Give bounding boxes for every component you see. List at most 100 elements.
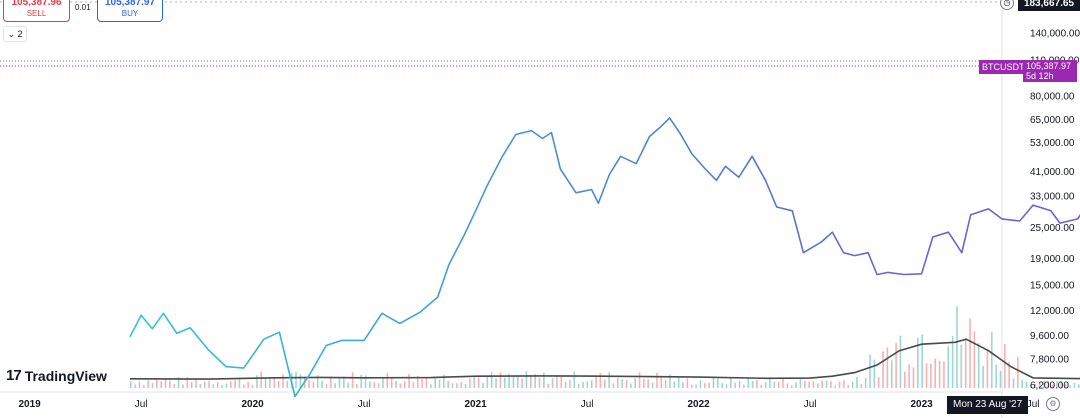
volume-bar [316,375,319,388]
top-axis-value: 183,667.65 [1017,0,1080,11]
last-price-label: 105,387.97 5d 12h [1023,60,1077,82]
volume-bar [521,378,523,388]
gear-icon[interactable]: ⚙ [1046,397,1060,411]
volume-bar [660,377,663,388]
volume-bar [447,380,450,388]
volume-bar [747,378,750,388]
volume-bar [582,381,584,388]
volume-bar [586,381,589,388]
spread-value: 0.01 [75,3,91,12]
price-tick-label: 140,000.00 [1030,29,1080,40]
volume-bar [395,380,397,388]
volume-bar [208,380,210,388]
volume-bar [143,384,145,388]
volume-bar [921,334,923,388]
volume-ma-line [129,338,1080,380]
volume-bar [973,331,976,388]
volume-bar [229,381,232,388]
volume-bar [569,380,571,388]
volume-bar [838,381,841,388]
volume-bar [295,371,297,388]
volume-bar [351,372,354,388]
volume-bar [621,378,623,388]
volume-bar [486,375,489,388]
crosshair-date-label: Mon 23 Aug '27 [947,396,1029,414]
volume-bar [260,371,263,388]
volume-bar [238,378,241,388]
logo-text: TradingView [24,367,107,384]
volume-bar [830,381,832,388]
volume-bar [269,378,271,388]
volume-bar [1056,380,1058,388]
volume-bar [577,383,580,388]
time-tick-label: Jul [581,399,594,410]
volume-bar [1034,383,1037,388]
volume-bar [530,375,532,388]
price-series-line[interactable] [129,63,1080,398]
volume-bar [938,360,941,388]
volume-bar [1038,381,1041,388]
volume-bar [821,380,823,388]
volume-bar [977,343,980,388]
volume-bar [995,364,997,388]
volume-bar [490,372,493,388]
volume-bar [382,377,384,388]
volume-bar [990,332,993,388]
volume-bar [195,379,197,388]
tradingview-logo[interactable]: 17 TradingView [6,367,107,384]
volume-bar [599,373,602,388]
volume-bar [951,336,954,388]
volume-bar [647,379,650,388]
price-tick-label: 19,000.00 [1030,254,1075,265]
volume-bar [321,380,323,388]
price-axis: 140,000.00110,000.0080,000.0065,000.0053… [1030,29,1080,392]
clock-icon[interactable]: ◷ [999,0,1014,10]
volume-bar [943,361,945,388]
volume-bar [547,383,550,388]
volume-bar [369,381,371,388]
volume-bar [786,383,789,388]
price-tick-label: 65,000.00 [1030,115,1075,126]
volume-bar [790,385,793,388]
volume-bar [873,359,876,388]
buy-button[interactable]: 105,387.97 BUY [97,0,163,22]
sell-button[interactable]: 105,387.96 SELL [3,0,70,22]
volume-bar [364,375,367,388]
volume-bar [373,382,376,388]
volume-bar [738,380,741,388]
volume-bar [847,384,850,388]
volume-bar [151,383,154,388]
volume-bar [756,380,758,388]
volume-bar [403,381,406,388]
volume-bar [160,381,162,388]
volume-bar [138,381,141,388]
volume-bar [925,363,928,388]
volume-bar [164,379,167,388]
volume-bar [1073,382,1076,388]
volume-bar [443,374,445,388]
volume-bar [1047,380,1050,388]
sell-label: SELL [26,9,47,18]
volume-bar [221,384,223,388]
volume-bar [612,383,615,388]
volume-bar [129,381,132,388]
volume-bar [643,378,645,388]
volume-bar [851,381,854,388]
volume-bar [960,344,963,388]
volume-bar [690,384,693,388]
volume-bar [1025,381,1028,388]
volume-bar [329,376,332,388]
collapse-indicators-button[interactable]: ⌄ 2 [3,26,27,42]
volume-bar [356,384,358,388]
volume-bar [169,380,171,388]
volume-bar [1064,384,1067,388]
volume-bar [725,384,728,388]
price-tick-label: 15,000.00 [1030,281,1075,292]
volume-bar [386,373,389,388]
volume-bar [190,381,193,388]
volume-bar [843,380,845,388]
volume-bar [499,372,502,388]
volume-bar [203,381,206,388]
time-tick-label: 2021 [464,399,487,410]
